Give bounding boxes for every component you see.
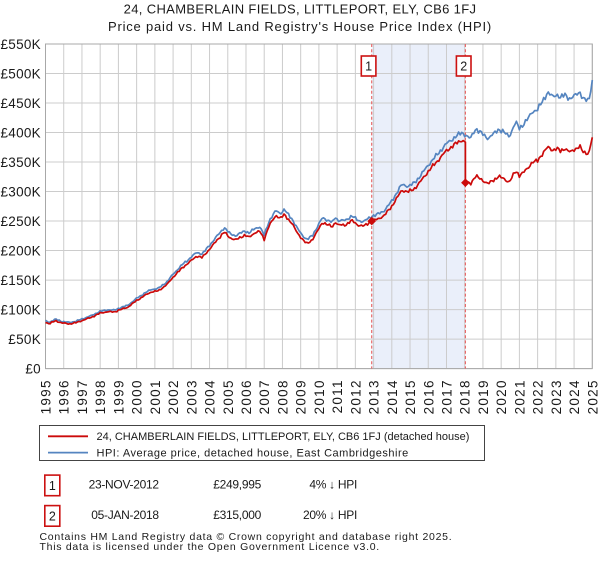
svg-text:2005: 2005 (221, 379, 236, 414)
svg-text:2002: 2002 (166, 379, 181, 414)
svg-text:2001: 2001 (148, 379, 163, 414)
svg-text:2021: 2021 (512, 379, 527, 414)
svg-text:£300K: £300K (0, 184, 41, 199)
svg-text:2023: 2023 (549, 379, 564, 414)
svg-text:2010: 2010 (312, 379, 327, 414)
svg-text:24, CHAMBERLAIN FIELDS, LITTLE: 24, CHAMBERLAIN FIELDS, LITTLEPORT, ELY,… (124, 2, 477, 17)
svg-text:£400K: £400K (0, 125, 41, 140)
svg-text:£249,995: £249,995 (213, 478, 261, 492)
svg-text:This data is licensed under th: This data is licensed under the Open Gov… (40, 541, 380, 553)
svg-text:2015: 2015 (403, 379, 418, 414)
svg-text:2012: 2012 (348, 379, 363, 414)
svg-text:£450K: £450K (0, 96, 41, 111)
svg-text:2018: 2018 (458, 379, 473, 414)
svg-text:2007: 2007 (257, 379, 272, 414)
svg-text:2: 2 (49, 510, 56, 524)
svg-text:2016: 2016 (421, 379, 436, 414)
svg-text:2020: 2020 (494, 379, 509, 414)
svg-text:1: 1 (365, 60, 372, 74)
svg-text:£250K: £250K (0, 214, 41, 229)
svg-text:£150K: £150K (0, 273, 41, 288)
svg-text:2022: 2022 (531, 379, 546, 414)
svg-text:1997: 1997 (75, 379, 90, 414)
svg-text:£350K: £350K (0, 155, 41, 170)
svg-text:2: 2 (460, 60, 467, 74)
svg-text:£50K: £50K (8, 332, 41, 347)
svg-text:Price paid vs. HM Land Registr: Price paid vs. HM Land Registry's House … (108, 19, 492, 34)
svg-text:2003: 2003 (184, 379, 199, 414)
svg-text:£550K: £550K (0, 37, 41, 52)
svg-text:2017: 2017 (440, 379, 455, 414)
svg-text:£0: £0 (25, 361, 41, 376)
svg-text:Contains HM Land Registry data: Contains HM Land Registry data © Crown c… (40, 531, 453, 543)
svg-text:4% ↓ HPI: 4% ↓ HPI (309, 478, 357, 492)
svg-text:£315,000: £315,000 (213, 508, 261, 522)
svg-text:05-JAN-2018: 05-JAN-2018 (91, 508, 159, 522)
svg-text:24, CHAMBERLAIN FIELDS, LITTLE: 24, CHAMBERLAIN FIELDS, LITTLEPORT, ELY,… (97, 431, 470, 443)
svg-text:2019: 2019 (476, 379, 491, 414)
svg-text:2025: 2025 (585, 379, 600, 414)
svg-text:23-NOV-2012: 23-NOV-2012 (89, 478, 160, 492)
svg-text:2011: 2011 (330, 379, 345, 413)
svg-text:2014: 2014 (385, 379, 400, 414)
svg-text:£100K: £100K (0, 302, 41, 317)
svg-text:1: 1 (49, 479, 56, 493)
svg-text:2009: 2009 (294, 379, 309, 414)
svg-text:1995: 1995 (39, 379, 54, 414)
svg-text:2008: 2008 (275, 379, 290, 414)
svg-text:20% ↓ HPI: 20% ↓ HPI (303, 508, 357, 522)
svg-text:2000: 2000 (130, 379, 145, 414)
svg-text:1996: 1996 (57, 379, 72, 414)
svg-text:£200K: £200K (0, 243, 41, 258)
svg-text:1999: 1999 (111, 379, 126, 414)
svg-text:HPI: Average price, detached h: HPI: Average price, detached house, East… (97, 448, 409, 460)
svg-text:2024: 2024 (567, 379, 582, 414)
svg-text:2006: 2006 (239, 379, 254, 414)
svg-text:£500K: £500K (0, 66, 41, 81)
svg-text:2004: 2004 (203, 379, 218, 414)
svg-text:1998: 1998 (93, 379, 108, 414)
svg-text:2013: 2013 (367, 379, 382, 414)
